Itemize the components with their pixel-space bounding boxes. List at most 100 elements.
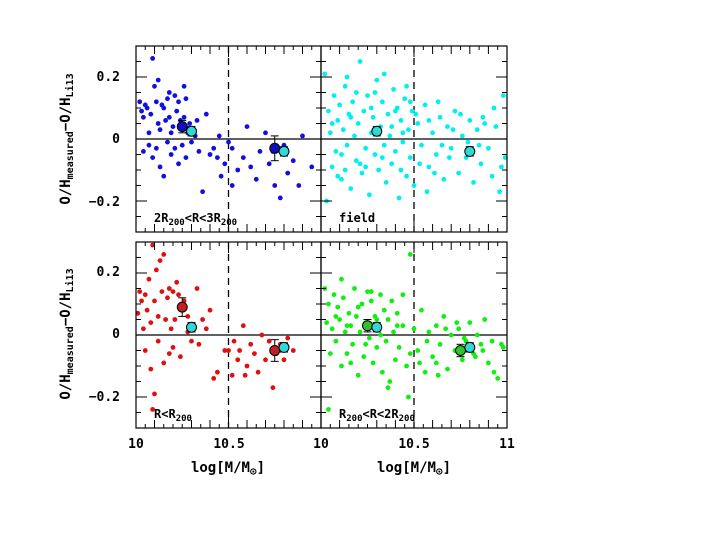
ytick-top-m02: −0.2: [89, 195, 120, 210]
data-point: [461, 335, 467, 341]
data-point: [339, 363, 344, 369]
data-point: [374, 345, 380, 350]
panel-label-part: field: [339, 211, 375, 225]
data-point: [146, 130, 152, 136]
data-point: [189, 139, 194, 145]
data-point: [355, 372, 361, 378]
data-point: [155, 338, 161, 344]
data-point: [136, 310, 141, 316]
data-point: [183, 96, 189, 102]
data-point: [174, 279, 180, 285]
xtick-left-10: 10: [128, 437, 144, 452]
data-point: [411, 183, 417, 188]
data-point: [150, 56, 156, 61]
data-point: [446, 155, 452, 161]
data-point: [407, 155, 413, 161]
data-point: [389, 161, 395, 167]
median-point: [269, 345, 281, 356]
data-point: [200, 317, 206, 322]
data-point: [329, 164, 335, 170]
panel-label-part: 200: [176, 414, 192, 424]
data-point: [207, 152, 213, 157]
data-point: [157, 127, 163, 133]
data-point: [237, 348, 243, 353]
data-point: [458, 111, 463, 117]
data-point: [285, 335, 291, 341]
data-point: [290, 348, 296, 353]
data-point: [348, 323, 354, 329]
median-point: [371, 125, 383, 137]
data-point: [415, 348, 421, 353]
ylabel-top-sub2: Li13: [64, 73, 76, 97]
xtick-right-11: 11: [499, 437, 515, 452]
data-point: [166, 286, 172, 291]
data-point: [378, 332, 383, 338]
data-point: [502, 155, 507, 160]
data-point: [404, 83, 409, 89]
data-point: [285, 170, 291, 176]
panel-plot-area: [321, 242, 507, 428]
data-point: [359, 170, 365, 176]
data-point: [359, 301, 365, 307]
data-point: [281, 357, 287, 363]
data-point: [348, 186, 354, 192]
panel-label-part: <R<2R: [363, 407, 400, 421]
xlabel-left-end: ]: [257, 460, 265, 476]
panel-label-part: 200: [399, 414, 415, 424]
data-point: [300, 133, 305, 139]
data-point: [448, 145, 454, 151]
data-point: [333, 149, 339, 154]
data-point: [472, 354, 478, 360]
data-point: [218, 173, 224, 179]
data-point: [398, 118, 404, 123]
data-point: [253, 176, 259, 182]
data-point: [422, 369, 428, 375]
data-point: [482, 317, 488, 322]
data-point: [344, 351, 350, 356]
data-point: [148, 111, 154, 117]
data-point: [172, 93, 178, 98]
xtick-left-105: 10.5: [213, 437, 244, 452]
data-point: [327, 130, 333, 136]
data-point: [430, 354, 435, 360]
data-point: [404, 363, 409, 369]
data-point: [357, 329, 363, 335]
data-point: [324, 320, 329, 325]
data-point: [141, 114, 146, 120]
data-point: [161, 252, 167, 257]
panel-bottom-left: R<R200: [135, 241, 322, 429]
data-point: [424, 338, 430, 344]
data-point: [389, 124, 395, 129]
data-point: [372, 152, 378, 157]
data-point: [400, 130, 406, 136]
ylabel-top: O/Hmeasured−O/HLi13: [58, 73, 76, 204]
data-point: [413, 111, 419, 117]
data-point: [480, 348, 486, 353]
ylabel-bottom-sub2: Li13: [64, 268, 76, 292]
ylabel-bottom: O/Hmeasured−O/HLi13: [58, 268, 76, 399]
data-point: [385, 317, 391, 322]
data-point: [148, 366, 154, 372]
data-point: [385, 111, 391, 117]
data-point: [415, 121, 421, 126]
data-point: [168, 326, 174, 332]
data-point: [333, 314, 339, 319]
panel-label-part: 2R: [154, 211, 169, 225]
data-point: [400, 323, 406, 329]
data-point: [459, 133, 465, 139]
data-point: [183, 155, 189, 161]
ylabel-top-main: O/H: [58, 179, 74, 204]
xlabel-left-sun: ⊙: [250, 465, 257, 478]
data-point: [340, 295, 346, 301]
data-point: [348, 360, 354, 366]
data-point: [215, 155, 220, 161]
data-point: [326, 301, 331, 307]
data-point: [346, 310, 352, 316]
data-point: [363, 341, 369, 347]
data-point: [406, 127, 411, 133]
data-point: [379, 99, 385, 105]
data-point: [270, 385, 276, 391]
data-point: [478, 161, 484, 167]
data-point: [185, 314, 191, 319]
data-point: [189, 338, 194, 344]
